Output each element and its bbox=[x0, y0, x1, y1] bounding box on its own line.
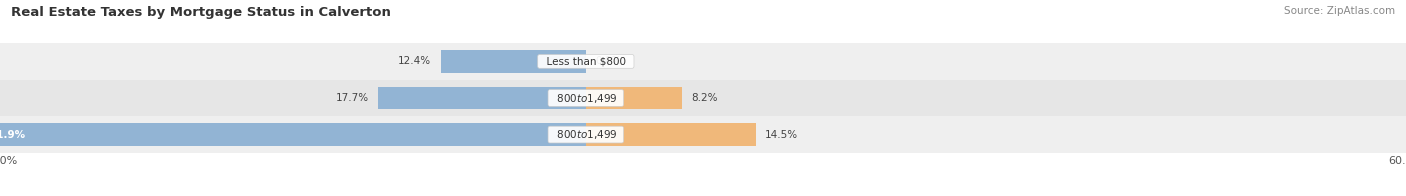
Bar bbox=[586, 123, 756, 146]
Text: $800 to $1,499: $800 to $1,499 bbox=[550, 128, 621, 141]
Text: Source: ZipAtlas.com: Source: ZipAtlas.com bbox=[1284, 6, 1395, 16]
Bar bbox=[586, 87, 682, 109]
Bar bbox=[378, 87, 586, 109]
Text: $800 to $1,499: $800 to $1,499 bbox=[550, 92, 621, 104]
Text: Real Estate Taxes by Mortgage Status in Calverton: Real Estate Taxes by Mortgage Status in … bbox=[11, 6, 391, 19]
Bar bbox=[440, 50, 586, 73]
Text: 12.4%: 12.4% bbox=[398, 56, 432, 66]
Text: 17.7%: 17.7% bbox=[336, 93, 368, 103]
Text: 0.0%: 0.0% bbox=[595, 56, 621, 66]
Bar bbox=[0, 43, 1406, 80]
Bar bbox=[0, 123, 586, 146]
Text: 8.2%: 8.2% bbox=[692, 93, 718, 103]
Text: Less than $800: Less than $800 bbox=[540, 56, 633, 66]
Bar bbox=[0, 80, 1406, 116]
Bar bbox=[0, 116, 1406, 153]
Text: 51.9%: 51.9% bbox=[0, 130, 25, 140]
Text: 14.5%: 14.5% bbox=[765, 130, 799, 140]
